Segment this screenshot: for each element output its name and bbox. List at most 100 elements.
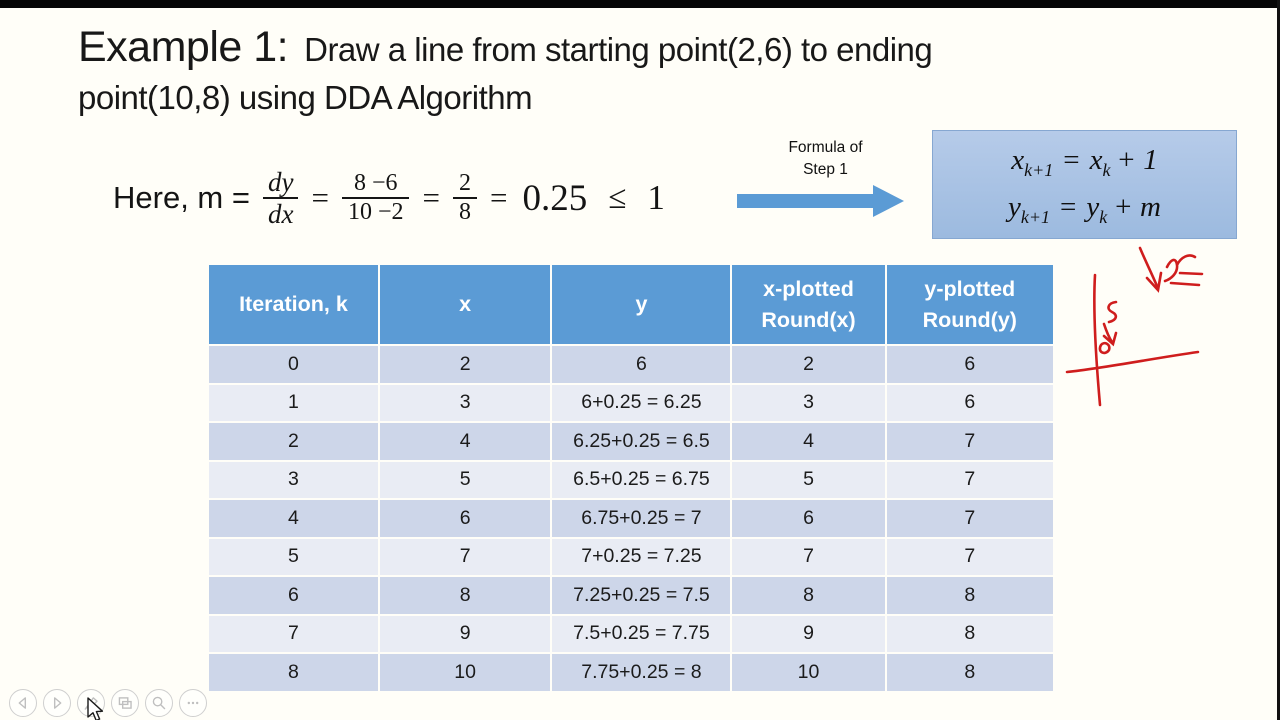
formula-subscript: k [1099, 206, 1108, 227]
table-cell: 2 [732, 346, 885, 383]
formula-tail: + 1 [1116, 143, 1158, 176]
table-cell: 6 [552, 346, 731, 383]
table-cell: 0 [209, 346, 378, 383]
mouse-cursor [87, 697, 104, 720]
table-cell: 3 [732, 384, 885, 421]
table-cell: 7 [379, 538, 551, 575]
table-cell: 7 [886, 500, 1053, 537]
dda-iteration-table: Iteration, k x y x-plotted Round(x) y-pl… [207, 263, 1055, 693]
fraction-deltas: 8 −6 10 −2 [341, 170, 410, 226]
title-line1-rest: Draw a line from starting point(2,6) to … [304, 31, 933, 68]
more-options-button[interactable] [179, 689, 207, 717]
header-x-plotted: x-plotted Round(x) [732, 265, 885, 344]
right-triangle-icon [53, 697, 62, 709]
table-cell: 7 [886, 461, 1053, 498]
table-cell: 8 [886, 654, 1053, 691]
header-iteration: Iteration, k [209, 265, 378, 344]
fraction-dy-dx: dy dx [262, 166, 299, 229]
scribble-dot [1098, 341, 1111, 355]
table-cell: 7 [886, 423, 1053, 460]
table-cell: 9 [732, 615, 885, 652]
table-body: 0 2 6 2 6 1 3 6+0.25 = 6.25 3 6 2 4 6.25+0.25 = 6.5 4… [209, 346, 1053, 691]
header-x: x [379, 265, 551, 344]
slope-value: 0.25 [522, 177, 588, 219]
table-cell: 1 [209, 384, 378, 421]
down-right-arrowhead [1145, 271, 1163, 293]
table-cell: 6.25+0.25 = 6.5 [552, 423, 731, 460]
previous-slide-button[interactable] [9, 689, 37, 717]
table-cell: 6 [209, 577, 378, 614]
table-cell: 4 [379, 423, 551, 460]
equation-prefix: Here, m = [113, 180, 250, 215]
small-down-arrow [1102, 322, 1114, 344]
table-cell: 2 [209, 423, 378, 460]
formula-term: x [1089, 143, 1103, 176]
table-cell: 10 [379, 654, 551, 691]
formula-subscript: k [1102, 159, 1111, 180]
r-equals-scribble [1163, 254, 1197, 283]
top-black-bar [0, 0, 1280, 8]
see-all-slides-button[interactable] [111, 689, 139, 717]
axis-horizontal [1065, 350, 1200, 374]
table-cell: 6 [886, 384, 1053, 421]
table-cell: 8 [209, 654, 378, 691]
small-down-arrowhead [1102, 331, 1118, 347]
table-cell: 7.75+0.25 = 8 [552, 654, 731, 691]
next-slide-button[interactable] [43, 689, 71, 717]
formula-subscript: k+1 [1020, 206, 1050, 227]
slide-title: Example 1: Draw a line from starting poin… [78, 18, 1178, 121]
title-prefix: Example 1: [78, 23, 289, 71]
table-cell: 6.75+0.25 = 7 [552, 500, 731, 537]
step1-arrow-icon [737, 185, 904, 217]
red-ink-annotation [1065, 246, 1204, 407]
formula-term: x [1011, 143, 1025, 176]
formula-tail: + m [1113, 190, 1161, 223]
table-cell: 6 [379, 500, 551, 537]
right-black-bar [1277, 0, 1280, 720]
table-cell: 7 [886, 538, 1053, 575]
fraction-numerator: 2 [458, 170, 471, 197]
equals-sign: = [311, 180, 329, 215]
table-cell: 4 [732, 423, 885, 460]
axis-vertical [1093, 273, 1102, 407]
table-cell: 4 [209, 500, 378, 537]
slope-equation: Here, m = dy dx = 8 −6 10 −2 = 2 8 = 0.2… [113, 155, 665, 241]
table-cell: 8 [886, 615, 1053, 652]
formula-y: yk+1 = yk + m [1008, 185, 1161, 232]
table-cell: 5 [209, 538, 378, 575]
formula-x: xk+1 = xk + 1 [1011, 138, 1158, 185]
fraction-numerator: dy [267, 166, 294, 197]
table-cell: 7.5+0.25 = 7.75 [552, 615, 731, 652]
equals-sign: = [489, 180, 508, 215]
table-header-row: Iteration, k x y x-plotted Round(x) y-pl… [209, 265, 1053, 344]
magnifier-icon [152, 696, 166, 710]
zoom-button[interactable] [145, 689, 173, 717]
table-row: 3 5 6.5+0.25 = 6.75 5 7 [209, 461, 1053, 498]
fraction-denominator: 8 [452, 197, 477, 226]
table-cell: 7 [209, 615, 378, 652]
table-cell: 8 [732, 577, 885, 614]
table-cell: 6+0.25 = 6.25 [552, 384, 731, 421]
table-cell: 6 [886, 346, 1053, 383]
equals-stroke-1 [1178, 271, 1204, 276]
table-cell: 3 [209, 461, 378, 498]
fraction-denominator: 10 −2 [341, 197, 410, 226]
title-line2: point(10,8) using DDA Algorithm [78, 79, 533, 117]
table-cell: 6 [732, 500, 885, 537]
equals-stroke-2 [1169, 281, 1201, 287]
equals-sign: = [1059, 190, 1077, 223]
fraction-2-8: 2 8 [452, 170, 477, 226]
step1-callout-label: Formula of Step 1 [763, 137, 888, 182]
table-cell: 6.5+0.25 = 6.75 [552, 461, 731, 498]
callout-line2: Step 1 [803, 161, 848, 179]
table-row: 6 8 7.25+0.25 = 7.5 8 8 [209, 577, 1053, 614]
table-cell: 2 [379, 346, 551, 383]
formula-box: xk+1 = xk + 1 yk+1 = yk + m [932, 130, 1237, 239]
table-row: 2 4 6.25+0.25 = 6.5 4 7 [209, 423, 1053, 460]
left-triangle-icon [18, 697, 27, 709]
header-y-plotted: y-plotted Round(y) [886, 265, 1053, 344]
table-cell: 8 [379, 577, 551, 614]
